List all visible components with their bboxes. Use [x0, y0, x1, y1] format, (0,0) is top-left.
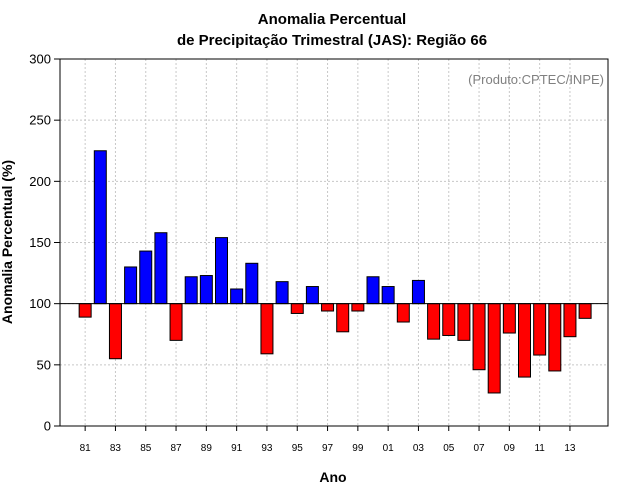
y-tick-label-0: 0	[44, 419, 51, 434]
bar-98	[336, 303, 350, 333]
bar-93	[260, 303, 274, 355]
bar-83	[108, 303, 122, 360]
bar-91	[230, 288, 244, 305]
y-tick-label-250: 250	[29, 113, 51, 128]
y-tick-label-300: 300	[29, 52, 51, 67]
bar-96	[305, 286, 319, 305]
y-tick-label-50: 50	[37, 357, 51, 372]
bar-06	[457, 303, 471, 341]
bar-85	[139, 250, 153, 305]
x-tick-label-93: 93	[261, 443, 273, 454]
bar-82	[93, 150, 107, 305]
bar-90	[215, 237, 228, 305]
x-tick-label-05: 05	[443, 443, 455, 454]
x-tick-label-11: 11	[534, 443, 545, 454]
x-tick-label-81: 81	[80, 443, 92, 454]
source-note: (Produto:CPTEC/INPE)	[468, 72, 604, 87]
x-tick-label-13: 13	[564, 443, 576, 454]
bar-87	[169, 303, 183, 341]
bar-81	[78, 303, 92, 318]
bar-94	[275, 281, 289, 305]
chart-title-line-2: de Precipitação Trimestral (JAS): Região…	[177, 32, 487, 49]
bar-04	[427, 303, 441, 340]
bar-08	[487, 303, 501, 394]
bar-09	[502, 303, 516, 334]
x-tick-label-99: 99	[352, 443, 364, 454]
x-tick-label-97: 97	[322, 443, 334, 454]
bars	[78, 150, 592, 394]
x-tick-label-87: 87	[170, 443, 182, 454]
x-tick-label-83: 83	[110, 443, 122, 454]
bar-95	[290, 303, 304, 314]
bar-92	[245, 262, 259, 305]
bar-86	[154, 232, 168, 305]
bar-02	[396, 303, 410, 323]
bar-13	[563, 303, 577, 338]
bar-88	[184, 276, 198, 305]
x-tick-label-95: 95	[292, 443, 304, 454]
x-tick-label-07: 07	[473, 443, 485, 454]
y-tick-label-150: 150	[29, 235, 51, 250]
bar-12	[548, 303, 562, 372]
x-axis-label: Ano	[319, 469, 346, 485]
bar-10	[518, 303, 531, 378]
bar-99	[351, 303, 365, 312]
x-tick-label-91: 91	[231, 443, 243, 454]
bar-03	[411, 279, 425, 305]
bar-97	[321, 303, 335, 312]
x-tick-label-09: 09	[504, 443, 516, 454]
bar-07	[472, 303, 486, 371]
bar-14	[578, 303, 592, 319]
bar-84	[124, 266, 138, 305]
bar-11	[533, 303, 547, 356]
y-axis: 0 50 100 150 200 250 300	[29, 52, 60, 434]
y-tick-label-100: 100	[29, 296, 51, 311]
x-tick-label-89: 89	[201, 443, 213, 454]
bar-00	[366, 276, 380, 305]
x-tick-label-01: 01	[383, 443, 395, 454]
y-tick-label-200: 200	[29, 174, 51, 189]
chart-title-line-1: Anomalia Percentual	[258, 11, 406, 28]
bar-01	[381, 286, 395, 305]
y-axis-label: Anomalia Percentual (%)	[0, 160, 15, 324]
x-tick-label-85: 85	[140, 443, 152, 454]
x-tick-label-03: 03	[413, 443, 425, 454]
bar-89	[199, 275, 213, 305]
bar-05	[442, 303, 456, 336]
x-axis: 81 83 85 87 89 91 93 95 97 99 01 03 05 07 09 11 13	[80, 426, 576, 454]
